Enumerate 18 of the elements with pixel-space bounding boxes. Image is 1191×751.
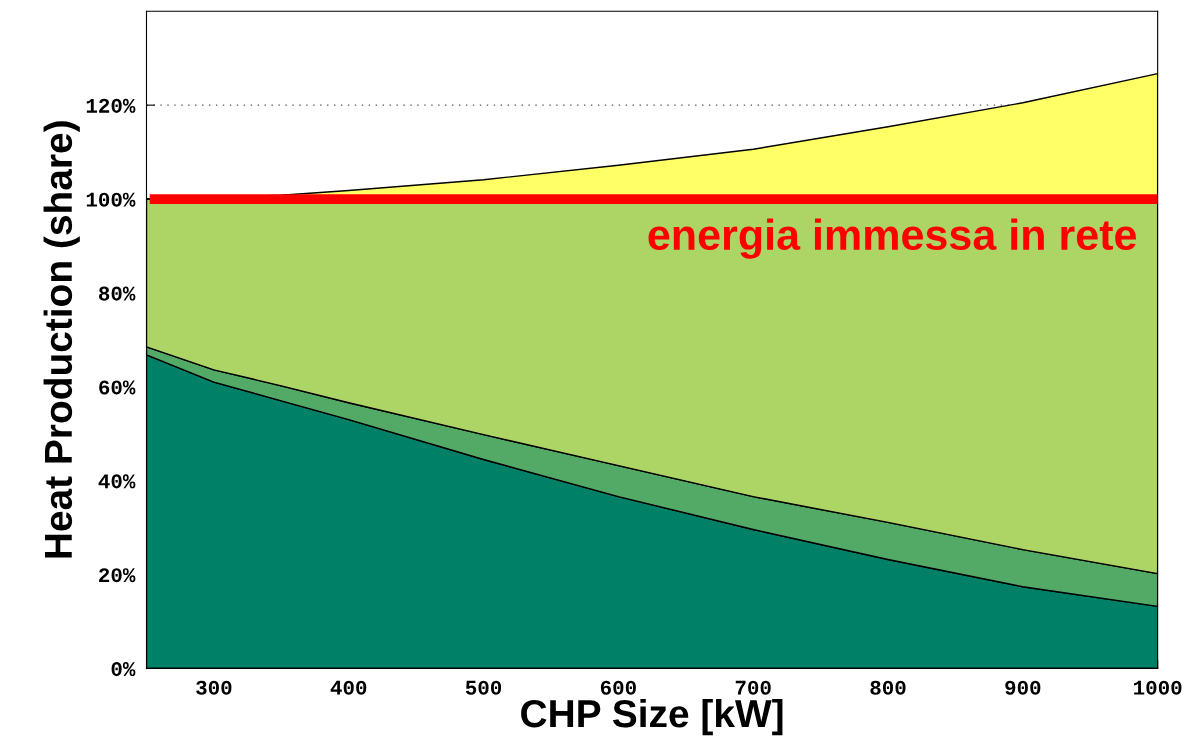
- x-tick-label: 1000: [1134, 680, 1182, 695]
- y-tick-label: 20%: [99, 568, 136, 583]
- x-tick-label: 300: [196, 680, 232, 695]
- y-tick-label: 120%: [86, 98, 136, 113]
- x-tick-label: 500: [465, 680, 502, 695]
- x-tick-label: 600: [600, 680, 636, 695]
- x-tick-label: 800: [870, 680, 906, 695]
- x-tick-label: 700: [735, 680, 771, 695]
- y-axis-title: Heat Production (share): [43, 121, 80, 558]
- x-tick-label: 900: [1005, 680, 1041, 695]
- y-tick-label: 40%: [98, 474, 136, 489]
- y-tick-label: 0%: [111, 662, 136, 677]
- ref-line-label: energia immessa in rete: [648, 218, 1136, 259]
- x-tick-label: 400: [330, 680, 367, 695]
- x-axis-title: CHP Size [kW]: [521, 698, 783, 736]
- y-tick-label: 60%: [99, 380, 136, 395]
- y-tick-label: 80%: [98, 286, 136, 301]
- y-tick-label: 100%: [86, 192, 136, 207]
